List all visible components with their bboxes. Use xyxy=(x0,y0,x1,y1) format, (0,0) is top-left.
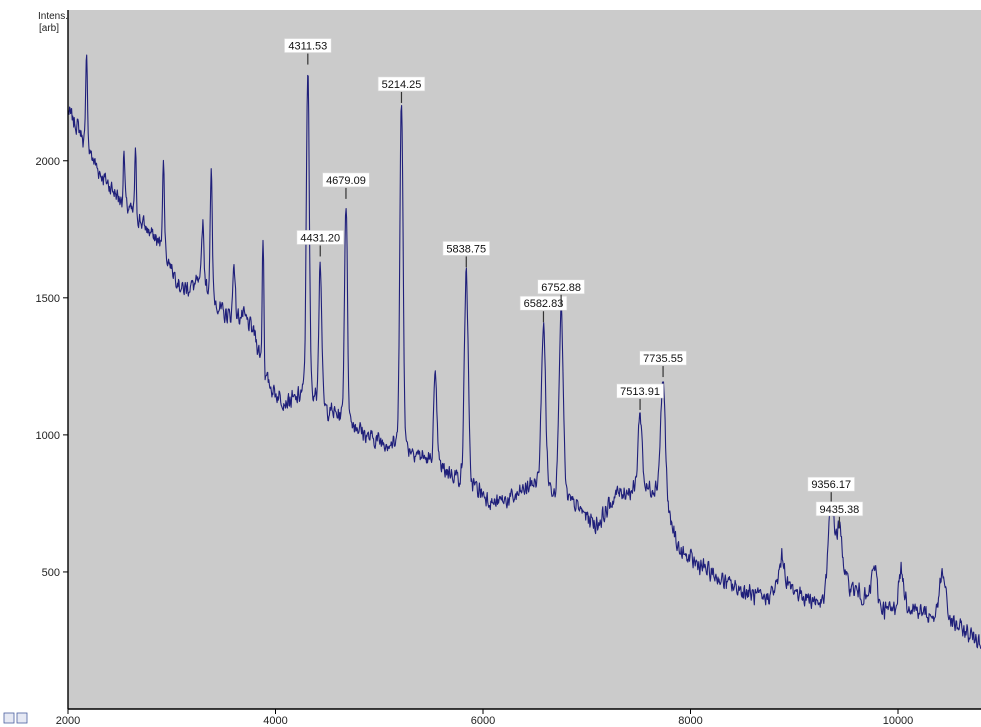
peak-label-box xyxy=(296,230,344,245)
peak-label: 5214.25 xyxy=(377,76,426,103)
peak-label-text: 4311.53 xyxy=(288,41,327,53)
peak-label: 9356.17 xyxy=(807,476,855,504)
peak-label-box xyxy=(284,38,332,53)
y-tick-label: 1000 xyxy=(36,430,60,442)
peak-label-text: 9435.38 xyxy=(820,504,860,516)
peak-label-box xyxy=(815,501,864,517)
peak-label-text: 7513.91 xyxy=(620,386,660,398)
y-tick-label: 2000 xyxy=(36,156,60,168)
x-ticks: 2000 4000 6000 8000 10000 xyxy=(56,709,914,727)
peak-label-box xyxy=(322,172,370,188)
peak-label-box xyxy=(616,383,664,399)
zoom-toggle-icon[interactable] xyxy=(3,712,15,724)
spectrum-series xyxy=(67,54,981,650)
x-tick-label: 2000 xyxy=(56,715,80,727)
peak-label-text: 6582.83 xyxy=(524,298,564,310)
peak-label-text: 7735.55 xyxy=(643,353,683,365)
spectrum-line xyxy=(67,54,981,650)
axes: 500 1000 1500 2000 2000 4000 6000 8000 10000 xyxy=(36,10,981,727)
x-tick-label: 4000 xyxy=(263,715,287,727)
peak-label-text: 5838.75 xyxy=(446,243,486,255)
peak-label-box xyxy=(807,476,855,492)
peak-label-box xyxy=(519,295,568,311)
y-tick-label: 1500 xyxy=(36,293,60,305)
peak-label: 6582.83 xyxy=(519,295,568,323)
x-tick-label: 10000 xyxy=(883,715,914,727)
y-axis-label-line: Intens. xyxy=(38,11,68,22)
plot-area xyxy=(68,10,981,709)
peak-label-text: 4431.20 xyxy=(300,232,340,244)
peak-label: 7513.91 xyxy=(616,383,664,410)
y-axis-label: Intens. [arb] xyxy=(38,11,68,34)
peak-label: 7735.55 xyxy=(639,350,687,378)
y-axis-label-line: [arb] xyxy=(39,23,59,34)
x-tick-label: 8000 xyxy=(678,715,702,727)
peak-label: 9435.38 xyxy=(815,501,864,528)
peak-labels: 4311.53 4431.20 4679.09 5214.25 5838.75 6582.… xyxy=(284,38,864,528)
y-tick-label: 500 xyxy=(42,567,60,579)
peak-label-text: 9356.17 xyxy=(811,479,851,491)
peak-label-text: 6752.88 xyxy=(541,282,581,294)
peak-label-text: 4679.09 xyxy=(326,175,366,187)
peak-label: 4431.20 xyxy=(296,230,344,257)
zoom-toggle-icon[interactable] xyxy=(16,712,28,724)
peak-label-box xyxy=(442,241,490,256)
peak-label-box xyxy=(639,350,687,366)
x-tick-label: 6000 xyxy=(471,715,495,727)
peak-label-box xyxy=(537,279,585,295)
peak-label: 5838.75 xyxy=(442,241,490,268)
peak-label: 4311.53 xyxy=(284,38,332,65)
peak-label-text: 5214.25 xyxy=(382,79,422,91)
y-ticks: 500 1000 1500 2000 xyxy=(36,156,68,579)
peak-label: 6752.88 xyxy=(537,279,585,306)
corner-toolbar xyxy=(3,712,28,724)
peak-label-box xyxy=(377,76,426,92)
peak-label: 4679.09 xyxy=(322,172,370,199)
